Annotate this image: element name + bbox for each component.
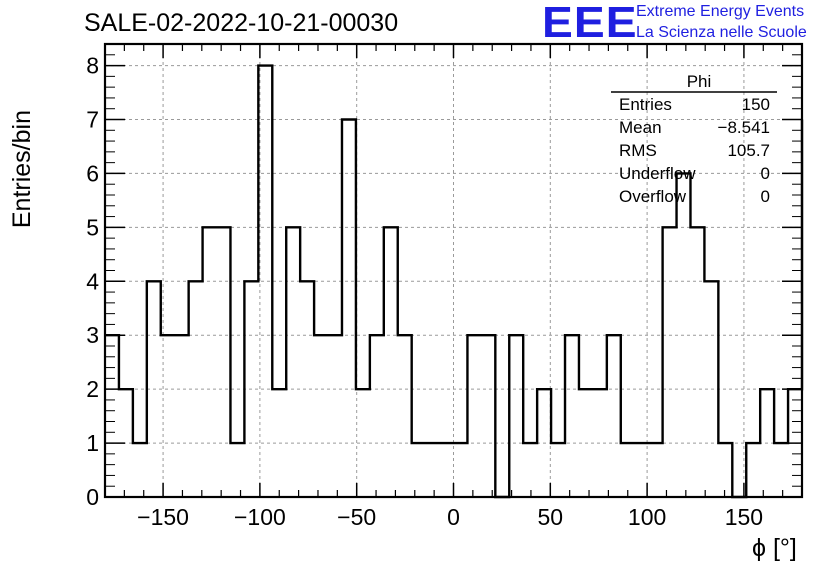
stats-value: 150 <box>742 95 770 114</box>
x-tick-label: −150 <box>137 504 189 530</box>
stats-box: Phi Entries 150 Mean −8.541 RMS 105.7 Underflow… <box>611 72 777 206</box>
y-tick-label: 3 <box>86 322 99 348</box>
stats-value: −8.541 <box>718 118 770 137</box>
y-tick-label: 8 <box>86 53 99 79</box>
x-tick-label: 0 <box>447 504 460 530</box>
banner-line-1: Extreme Energy Events <box>636 3 805 20</box>
banner-line-2: La Scienza nelle Scuole <box>636 24 807 41</box>
stats-label: Overflow <box>619 187 687 206</box>
x-tick-label: 100 <box>628 504 666 530</box>
axis-ticks: −150 −100 −50 0 50 100 150 0 1 2 3 4 5 6 7 8 <box>86 43 803 530</box>
x-tick-label: 150 <box>725 504 763 530</box>
stats-label: Entries <box>619 95 672 114</box>
stats-value: 0 <box>761 187 770 206</box>
y-tick-label: 7 <box>86 107 99 133</box>
stats-label: RMS <box>619 141 657 160</box>
y-tick-label: 1 <box>86 430 99 456</box>
y-tick-label: 2 <box>86 376 99 402</box>
x-tick-label: −50 <box>337 504 376 530</box>
stats-value: 105.7 <box>727 141 770 160</box>
stats-label: Mean <box>619 118 662 137</box>
y-tick-label: 6 <box>86 160 99 186</box>
eee-logo: EEE <box>542 0 638 47</box>
histogram-series <box>105 64 804 499</box>
x-axis-label: ϕ [°] <box>752 534 797 562</box>
y-tick-label: 0 <box>86 484 99 510</box>
stats-title: Phi <box>687 72 712 91</box>
x-tick-label: 50 <box>538 504 564 530</box>
stats-value: 0 <box>761 164 770 183</box>
y-tick-label: 5 <box>86 214 99 240</box>
x-tick-label: −100 <box>234 504 286 530</box>
y-tick-label: 4 <box>86 268 99 294</box>
stats-label: Underflow <box>619 164 696 183</box>
chart-title: SALE-02-2022-10-21-00030 <box>84 9 399 37</box>
grid-lines <box>105 44 802 498</box>
